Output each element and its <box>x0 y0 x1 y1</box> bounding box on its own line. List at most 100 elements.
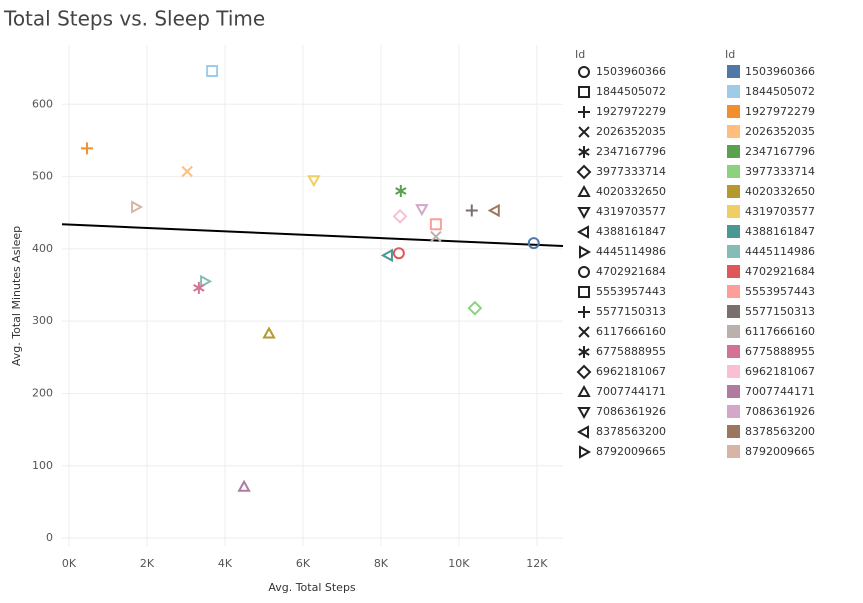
legend-swatch <box>727 145 740 158</box>
scatter-point <box>262 326 276 339</box>
chart-title: Total Steps vs. Sleep Time <box>3 7 265 31</box>
legend-swatch <box>727 325 740 338</box>
legend-symbol <box>578 146 590 158</box>
legend-swatch <box>727 265 740 278</box>
legend-label: 4020332650 <box>596 185 666 198</box>
legend-symbol <box>577 266 591 278</box>
legend-symbol <box>578 306 590 318</box>
legend-label: 5577150313 <box>745 305 815 318</box>
x-tick-label: 2K <box>140 557 155 570</box>
legend-label: 8378563200 <box>745 425 815 438</box>
legend-label: 3977333714 <box>596 165 666 178</box>
legend-label: 6775888955 <box>745 345 815 358</box>
legend-swatch <box>727 65 740 78</box>
legend-symbol <box>576 225 589 239</box>
legend-symbol <box>577 66 591 78</box>
legend-label: 7086361926 <box>596 405 666 418</box>
legend-swatch <box>727 405 740 418</box>
legend-label: 1503960366 <box>745 65 815 78</box>
legend-swatch <box>727 305 740 318</box>
y-tick-label: 600 <box>32 97 53 110</box>
legend-symbol <box>576 364 592 380</box>
legend-swatch <box>727 385 740 398</box>
legend-label: 1927972279 <box>745 105 815 118</box>
x-tick-label: 6K <box>296 557 311 570</box>
y-tick-label: 300 <box>32 314 53 327</box>
legend-label: 1927972279 <box>596 105 666 118</box>
legend-label: 2347167796 <box>596 145 666 158</box>
legend-swatch <box>727 285 740 298</box>
scatter-point <box>200 274 213 289</box>
y-tick-label: 100 <box>32 459 53 472</box>
legend-label: 4702921684 <box>596 265 666 278</box>
legend-label: 6117666160 <box>745 325 815 338</box>
scatter-point <box>465 204 478 217</box>
scatter-point <box>429 218 442 231</box>
legend-label: 2026352035 <box>745 125 815 138</box>
legend-label: 7086361926 <box>745 405 815 418</box>
scatter-point <box>467 300 483 316</box>
legend-symbol <box>578 126 590 138</box>
legend-symbol <box>578 106 590 118</box>
legend-swatch <box>727 205 740 218</box>
legend-label: 6962181067 <box>596 365 666 378</box>
legend-swatch <box>727 245 740 258</box>
legend-title: Id <box>575 48 585 61</box>
scatter-point <box>392 208 408 224</box>
legend-label: 5553957443 <box>745 285 815 298</box>
scatter-point <box>181 165 193 178</box>
legend-label: 1844505072 <box>745 85 815 98</box>
scatter-point <box>415 204 429 217</box>
legend-symbol <box>579 245 592 259</box>
legend-label: 4020332650 <box>745 185 815 198</box>
legend-label: 7007744171 <box>745 385 815 398</box>
legend-swatch <box>727 345 740 358</box>
legend-label: 4445114986 <box>745 245 815 258</box>
y-axis-label: Avg. Total Minutes Asleep <box>10 226 23 366</box>
legend-label: 6775888955 <box>596 345 666 358</box>
legend-label: 2026352035 <box>596 125 666 138</box>
legend-label: 2347167796 <box>745 145 815 158</box>
legend-label: 4702921684 <box>745 265 815 278</box>
legend-swatch <box>727 445 740 458</box>
legend-label: 8792009665 <box>745 445 815 458</box>
legend-label: 3977333714 <box>745 165 815 178</box>
legend-swatch <box>727 185 740 198</box>
legend-title: Id <box>725 48 735 61</box>
scatter-point <box>430 230 442 243</box>
legend-symbol <box>576 164 592 180</box>
legend-label: 1844505072 <box>596 85 666 98</box>
x-tick-label: 4K <box>218 557 233 570</box>
legend-label: 1503960366 <box>596 65 666 78</box>
legend-symbol <box>578 346 590 358</box>
trend-line <box>61 223 564 247</box>
legend-swatch <box>727 425 740 438</box>
legend-label: 4388161847 <box>745 225 815 238</box>
legend-label: 7007744171 <box>596 385 666 398</box>
legend-label: 6962181067 <box>745 365 815 378</box>
x-axis-label: Avg. Total Steps <box>268 581 356 594</box>
legend-label: 8378563200 <box>596 425 666 438</box>
legend-swatch <box>727 85 740 98</box>
legend-label: 4388161847 <box>596 225 666 238</box>
scatter-point <box>392 247 405 260</box>
legend-swatch <box>727 165 740 178</box>
legend-symbol <box>578 326 590 338</box>
scatter-point <box>206 65 219 78</box>
legend-symbol <box>577 384 591 397</box>
legend-swatch <box>727 225 740 238</box>
y-tick-label: 0 <box>46 531 53 544</box>
legend-symbol <box>577 407 591 420</box>
legend-swatch <box>727 125 740 138</box>
legend-symbol <box>576 425 589 439</box>
legend-symbol <box>577 207 591 220</box>
scatter-point <box>80 142 93 155</box>
x-tick-label: 8K <box>374 557 389 570</box>
legend-symbol <box>579 445 592 459</box>
y-tick-label: 200 <box>32 386 53 399</box>
legend-label: 6117666160 <box>596 325 666 338</box>
legend-swatch <box>727 365 740 378</box>
legend-symbol <box>578 286 590 298</box>
x-tick-label: 0K <box>62 557 77 570</box>
y-tick-label: 400 <box>32 242 53 255</box>
